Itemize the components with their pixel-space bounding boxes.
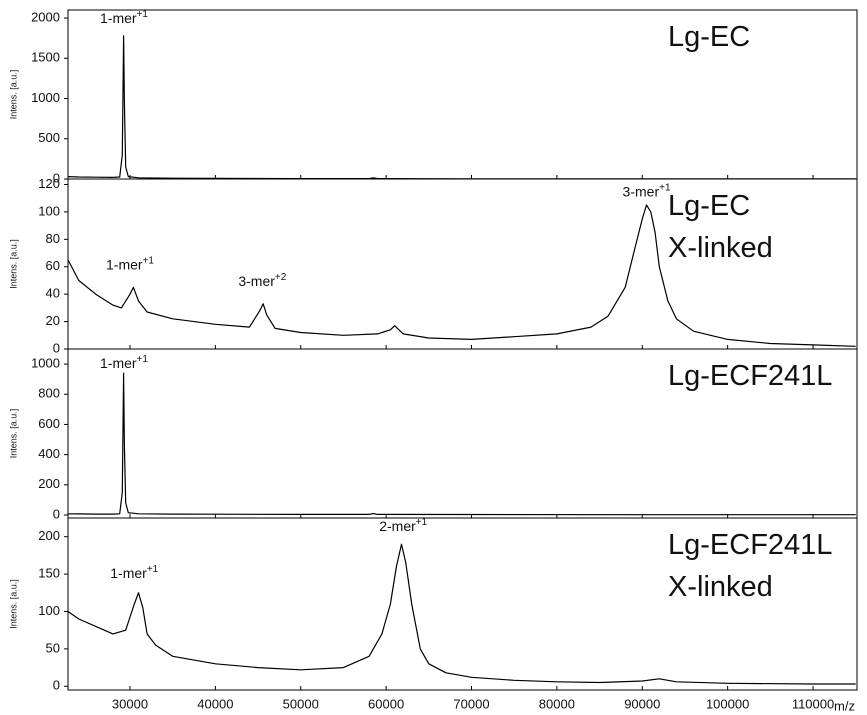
y-tick-label: 2000 [31, 9, 60, 24]
y-tick-label: 50 [46, 640, 60, 655]
panel-title: Lg-ECF241L [668, 529, 832, 561]
y-tick-label: 150 [38, 566, 60, 581]
y-tick-label: 80 [46, 231, 60, 246]
annotation-text: 2-mer [379, 518, 416, 534]
x-tick-label: 70000 [453, 696, 489, 711]
y-tick-label: 120 [38, 176, 60, 191]
y-tick-label: 0 [53, 340, 60, 355]
peak-annotation: 2-mer+1 [379, 517, 427, 534]
x-axis-label: m/z [834, 698, 855, 713]
y-tick-label: 600 [38, 416, 60, 431]
peak-annotation: 1-mer+1 [106, 255, 154, 272]
y-tick-label: 0 [53, 170, 60, 185]
annotation-superscript: +1 [416, 517, 428, 528]
panel-title: Lg-EC [668, 21, 750, 53]
annotation-superscript: +1 [137, 354, 149, 365]
y-tick-label: 40 [46, 286, 60, 301]
y-tick-label: 800 [38, 386, 60, 401]
y-tick-label: 200 [38, 528, 60, 543]
peak-annotation: 1-mer+1 [100, 354, 148, 371]
panel-title: X-linked [668, 232, 773, 264]
peak-annotation: 1-mer+1 [110, 564, 158, 581]
x-tick-label: 60000 [368, 696, 404, 711]
y-tick-label: 20 [46, 313, 60, 328]
y-tick-label: 1500 [31, 50, 60, 65]
y-axis-label: Intens. [a.u.] [8, 579, 18, 629]
y-tick-label: 1000 [31, 90, 60, 105]
annotation-text: 3-mer [238, 273, 275, 289]
y-tick-label: 100 [38, 603, 60, 618]
x-tick-label: 50000 [283, 696, 319, 711]
annotation-superscript: +1 [143, 255, 155, 266]
y-tick-label: 0 [53, 506, 60, 521]
x-tick-label: 110000 [792, 696, 834, 711]
annotation-text: 1-mer [106, 256, 143, 272]
peak-annotation: 1-mer+1 [100, 8, 148, 25]
x-tick-label: 30000 [112, 696, 148, 711]
spectrum-line [67, 543, 856, 685]
peak-annotation: 3-mer+2 [238, 271, 286, 288]
y-tick-label: 400 [38, 446, 60, 461]
annotation-superscript: +1 [147, 564, 159, 575]
spectrum-line [67, 372, 856, 516]
peak-annotation: 3-mer+1 [623, 182, 671, 199]
y-tick-label: 60 [46, 258, 60, 273]
x-tick-label: 90000 [624, 696, 660, 711]
x-tick-label: 80000 [539, 696, 575, 711]
y-tick-label: 0 [53, 678, 60, 693]
x-tick-label: 40000 [197, 696, 233, 711]
spectrum-line [67, 35, 856, 180]
y-tick-label: 500 [38, 130, 60, 145]
panel-frame [67, 517, 858, 691]
y-tick-label: 200 [38, 476, 60, 491]
annotation-superscript: +2 [275, 271, 287, 282]
panel-title: X-linked [668, 571, 773, 603]
annotation-text: 1-mer [110, 565, 147, 581]
annotation-superscript: +1 [137, 8, 149, 19]
y-tick-label: 1000 [31, 356, 60, 371]
y-tick-label: 100 [38, 203, 60, 218]
spectrum-line [67, 204, 856, 347]
x-tick-label: 100000 [706, 696, 749, 711]
panel-title: Lg-EC [668, 190, 750, 222]
y-axis-label: Intens. [a.u.] [8, 70, 18, 120]
annotation-text: 3-mer [623, 183, 660, 199]
y-axis-label: Intens. [a.u.] [8, 239, 18, 289]
annotation-text: 1-mer [100, 355, 137, 371]
panel-title: Lg-ECF241L [668, 360, 832, 392]
annotation-text: 1-mer [100, 10, 137, 26]
y-axis-label: Intens. [a.u.] [8, 409, 18, 459]
annotation-superscript: +1 [659, 182, 671, 193]
